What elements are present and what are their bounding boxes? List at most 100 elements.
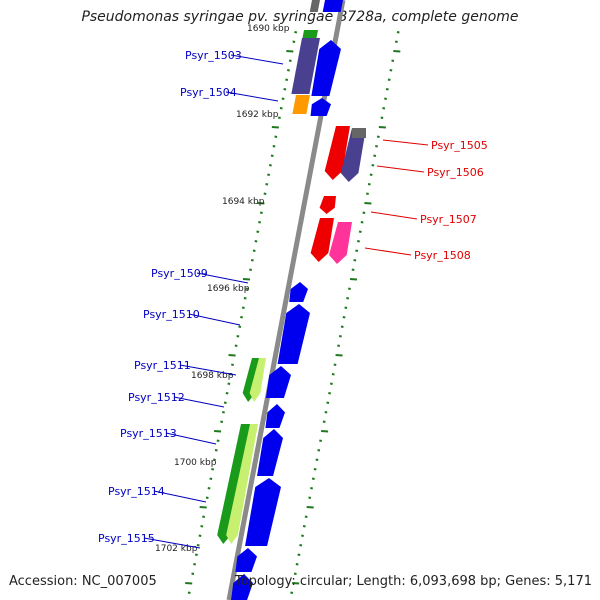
- leader-line: [143, 537, 201, 549]
- gene-arrow-navy: [291, 38, 320, 94]
- tick-mark: [243, 297, 247, 300]
- tick-mark: [236, 335, 240, 338]
- tick-mark: [353, 259, 357, 262]
- tick-mark: [191, 572, 195, 575]
- gene-label-reverse: Psyr_1507: [420, 213, 477, 226]
- tick-mark: [288, 59, 292, 62]
- tick-mark: [222, 411, 225, 414]
- tick-mark: [393, 50, 401, 53]
- tick-mark: [387, 78, 391, 81]
- leader-line: [382, 139, 429, 146]
- tick-mark: [337, 344, 341, 347]
- leader-line: [225, 91, 279, 102]
- tick-mark: [385, 88, 389, 91]
- gene-arrow-red: [324, 126, 350, 180]
- position-label: 1690 kbp: [247, 24, 290, 34]
- tick-mark: [328, 392, 332, 395]
- tick-mark: [240, 316, 243, 319]
- tick-mark: [198, 534, 202, 537]
- tick-mark: [257, 202, 265, 205]
- tick-mark: [378, 126, 386, 129]
- tick-mark: [324, 411, 328, 414]
- tick-mark: [209, 477, 213, 480]
- tick-mark: [347, 287, 351, 290]
- position-label: 1694 kbp: [222, 197, 265, 207]
- leader-line: [370, 211, 418, 220]
- tick-mark: [302, 525, 306, 528]
- tick-mark: [259, 211, 263, 214]
- tick-mark: [256, 230, 260, 233]
- position-label: 1698 kbp: [191, 371, 234, 381]
- position-label: 1700 kbp: [174, 458, 217, 468]
- tick-mark: [346, 297, 350, 300]
- gene-label-forward: Psyr_1514: [108, 485, 165, 498]
- leader-line: [153, 490, 207, 503]
- tick-mark: [342, 316, 346, 319]
- tick-mark: [265, 183, 269, 186]
- tick-mark: [319, 439, 323, 442]
- tick-mark: [193, 563, 197, 566]
- tick-mark: [185, 582, 193, 585]
- tick-mark: [349, 278, 358, 281]
- gene-label-forward: Psyr_1503: [185, 49, 242, 62]
- gene-arrow-lime: [226, 424, 258, 544]
- tick-mark: [294, 31, 298, 34]
- tick-mark: [340, 325, 344, 328]
- gene-arrow-forward: [245, 478, 281, 546]
- tick-mark: [207, 487, 211, 490]
- gene-arrow-green: [302, 30, 318, 38]
- tick-mark: [321, 430, 329, 433]
- tick-mark: [331, 373, 335, 376]
- tick-mark: [258, 221, 262, 224]
- tick-mark: [214, 449, 218, 452]
- tick-mark: [357, 240, 360, 243]
- tick-mark: [272, 145, 276, 148]
- tick-mark: [270, 154, 274, 157]
- tick-mark: [238, 325, 242, 328]
- tick-mark: [249, 268, 252, 271]
- gene-arrow-forward: [311, 40, 341, 96]
- tick-mark: [200, 525, 204, 528]
- tick-mark: [214, 430, 222, 433]
- gene-arrow-red: [310, 218, 334, 262]
- gene-label-reverse: Psyr_1506: [427, 166, 484, 179]
- tick-mark: [254, 240, 258, 243]
- tick-mark: [241, 306, 245, 309]
- tick-mark: [382, 107, 386, 110]
- gene-label-forward: Psyr_1512: [128, 391, 185, 404]
- tick-mark: [263, 192, 267, 195]
- position-label: 1692 kbp: [236, 110, 279, 120]
- tick-mark: [286, 50, 294, 53]
- tick-mark: [384, 97, 387, 100]
- gene-arrow-gray: [352, 128, 366, 138]
- gene-label-forward: Psyr_1504: [180, 86, 237, 99]
- tick-mark: [205, 496, 209, 499]
- gene-features-front: [231, 0, 343, 600]
- tick-mark: [322, 420, 326, 423]
- tick-mark: [315, 458, 319, 461]
- tick-mark: [267, 173, 271, 176]
- tick-mark: [245, 287, 249, 290]
- tick-mark: [202, 515, 206, 518]
- tick-mark: [234, 344, 238, 347]
- gene-arrow-forward: [265, 366, 291, 398]
- tick-mark: [279, 107, 283, 110]
- tick-mark: [376, 135, 380, 138]
- tick-mark: [306, 506, 314, 509]
- tick-mark: [366, 192, 369, 195]
- tick-mark: [394, 40, 398, 43]
- tick-mark: [212, 458, 216, 461]
- gene-arrow-forward: [289, 282, 308, 302]
- tick-mark: [242, 278, 251, 281]
- gene-label-forward: Psyr_1515: [98, 532, 155, 545]
- leader-line: [376, 165, 425, 173]
- gene-label-forward: Psyr_1513: [120, 427, 177, 440]
- gene-arrow-red: [319, 196, 336, 214]
- tick-mark: [271, 126, 279, 129]
- tick-mark: [304, 515, 308, 518]
- tick-mark: [389, 69, 393, 72]
- topology-text: Topology: circular; Length: 6,093,698 bp…: [234, 574, 592, 589]
- gene-label-forward: Psyr_1509: [151, 267, 208, 280]
- tick-mark: [364, 202, 372, 205]
